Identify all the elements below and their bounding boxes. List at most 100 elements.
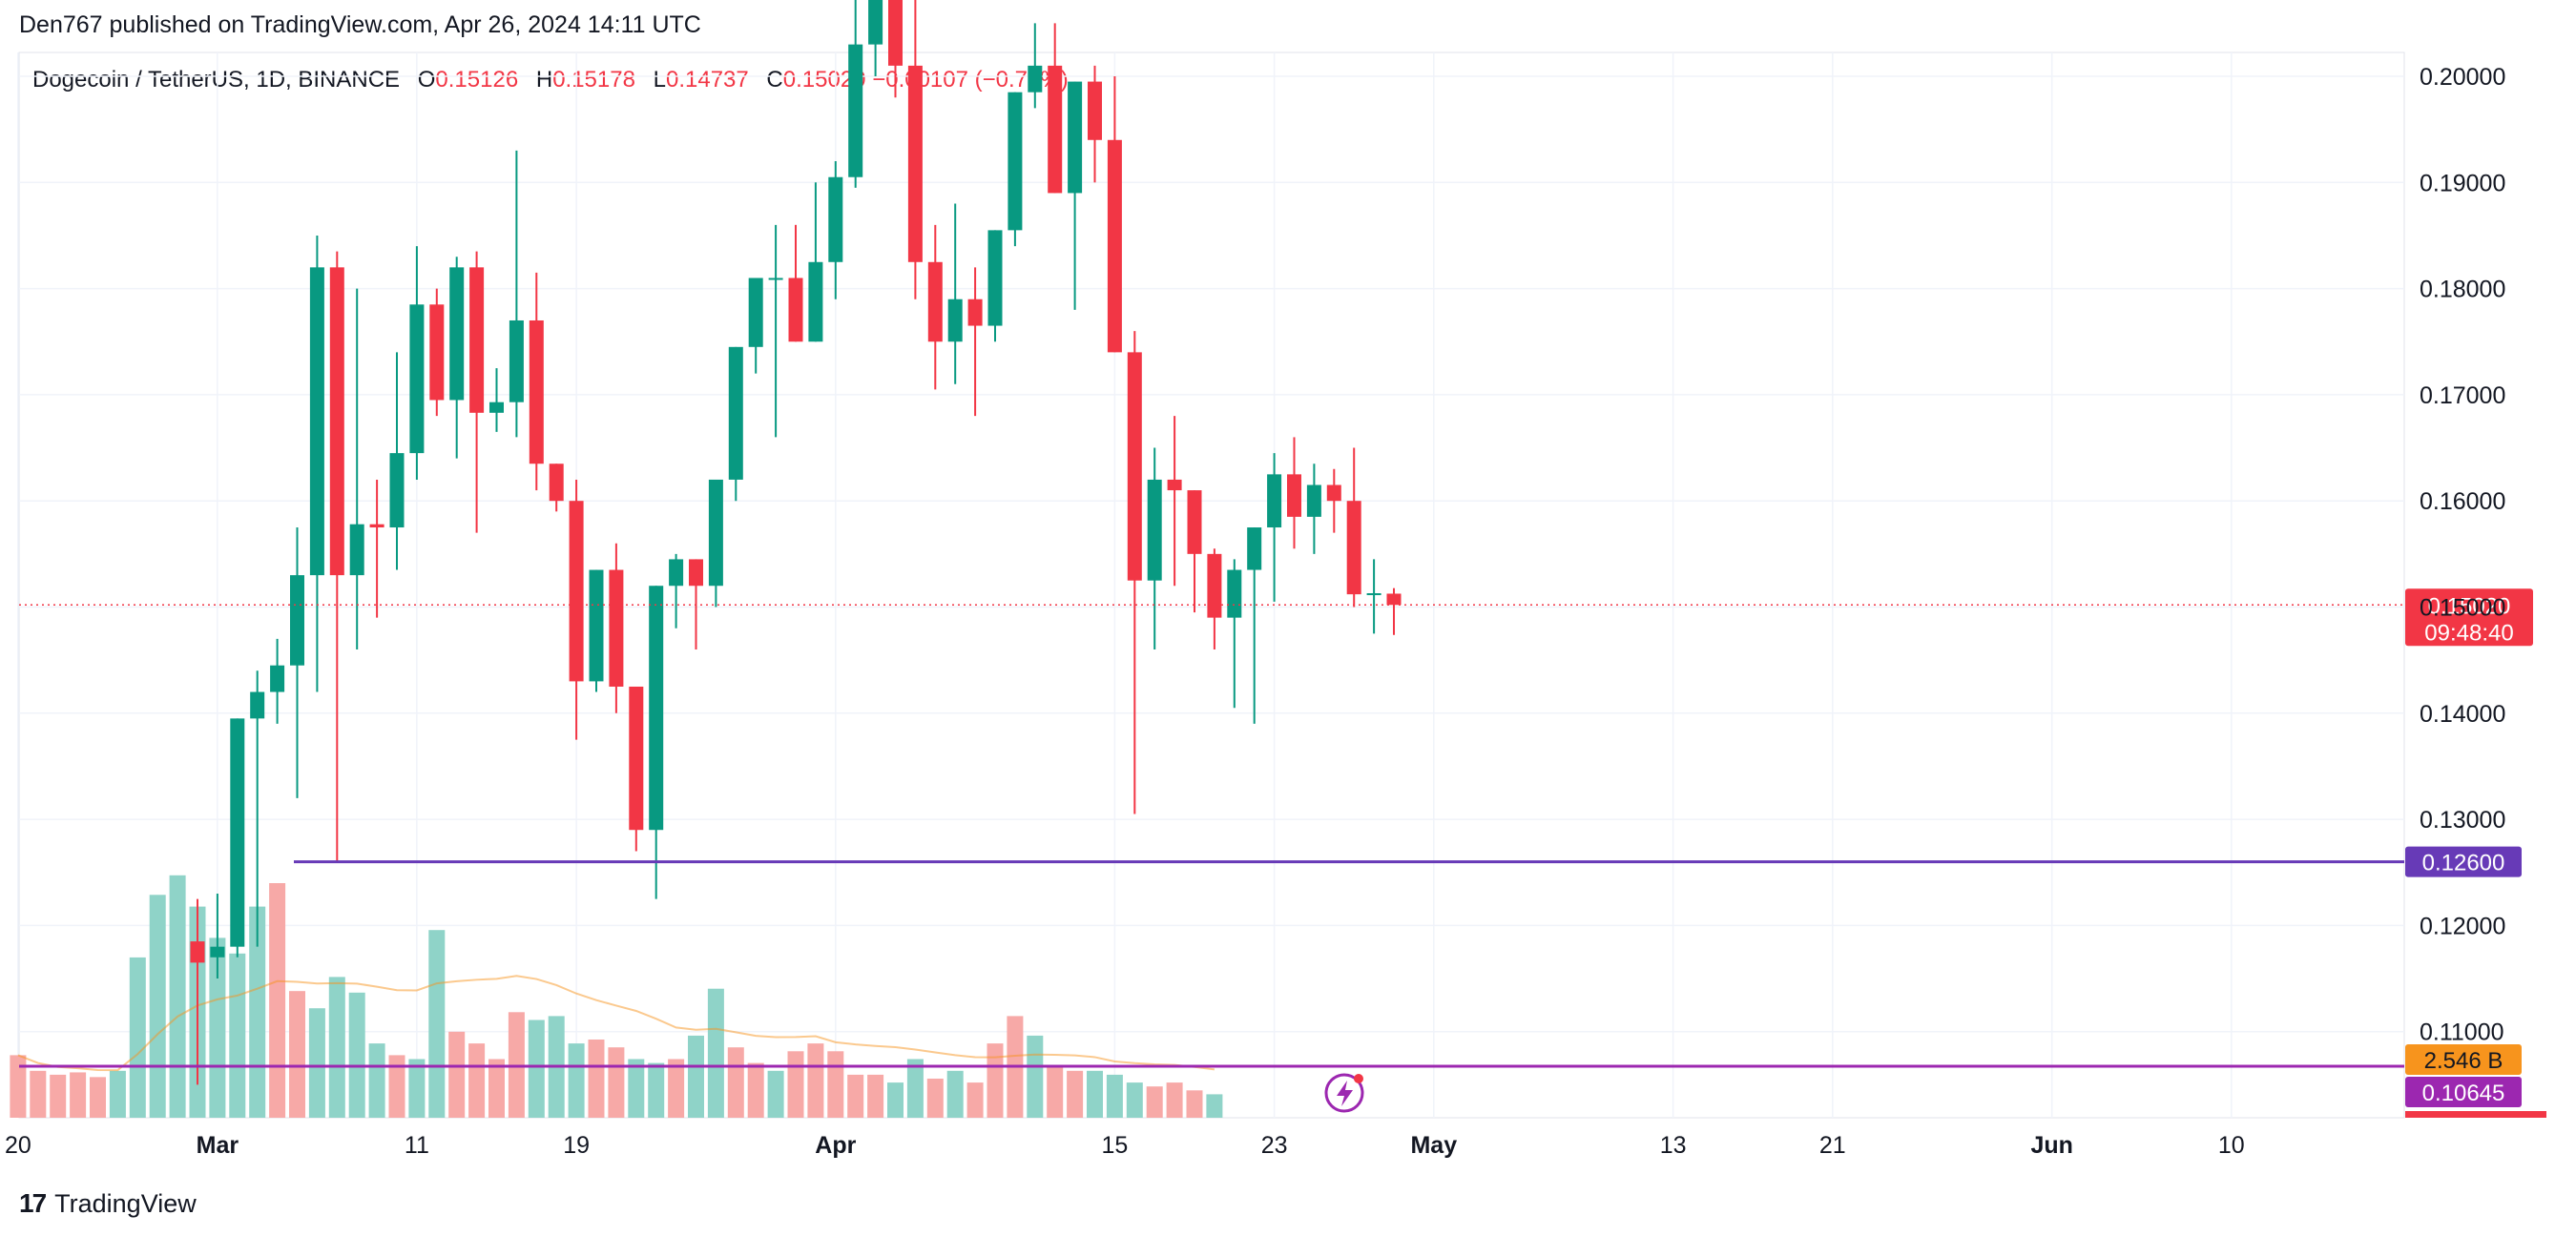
x-tick-label: 21 <box>1819 1132 1846 1159</box>
volume-bar <box>308 1008 325 1118</box>
candle-body <box>469 267 485 413</box>
x-tick-label: Jun <box>2030 1132 2072 1159</box>
y-tick-label: 0.16000 <box>2420 488 2505 515</box>
candle-body <box>728 346 743 480</box>
candle-body <box>1107 139 1122 353</box>
volume-bar <box>1126 1082 1143 1118</box>
volume-bar <box>348 992 365 1118</box>
candle-body <box>369 524 384 528</box>
candle-body <box>907 65 923 262</box>
volume-bar <box>1106 1074 1123 1118</box>
volume-bar <box>528 1020 545 1118</box>
candle-body <box>489 402 504 413</box>
volume-bar <box>668 1059 685 1118</box>
candlestick-series <box>190 0 1402 1085</box>
candle-body <box>1247 527 1262 570</box>
volume-bar <box>269 883 286 1118</box>
candle-body <box>788 278 803 342</box>
candle-body <box>967 299 983 326</box>
volume-bar <box>1166 1082 1183 1118</box>
candle-body <box>947 299 963 342</box>
x-tick-label: Apr <box>815 1132 856 1159</box>
volume-bar <box>906 1059 924 1118</box>
candle-body <box>1147 479 1162 581</box>
volume-bar <box>209 937 226 1118</box>
tradingview-logo[interactable]: 17 TradingView <box>19 1188 197 1219</box>
volume-bar <box>688 1035 704 1118</box>
volume-bar <box>807 1043 824 1118</box>
open-value: 0.15126 <box>435 67 519 93</box>
volume-bar <box>428 930 446 1118</box>
candle-body <box>1386 593 1402 606</box>
support-price-label: 0.12600 <box>2422 851 2505 876</box>
volume-bar <box>767 1070 784 1118</box>
volume-bar <box>109 1070 126 1118</box>
x-tick-label: 19 <box>563 1132 590 1159</box>
low-value: 0.14737 <box>665 67 749 93</box>
high-label: H <box>535 67 553 93</box>
volume-bar <box>867 1074 884 1118</box>
scale-marker <box>2405 1111 2546 1118</box>
low-label: L <box>653 67 666 93</box>
candle-body <box>1028 65 1043 93</box>
volume-bar <box>628 1059 645 1118</box>
candle-body <box>1167 479 1182 491</box>
candle-body <box>848 44 863 177</box>
current-price-badge <box>2405 588 2533 647</box>
y-tick-label: 0.14000 <box>2420 701 2505 728</box>
candle-body <box>1326 484 1341 502</box>
x-tick-label: 23 <box>1261 1132 1288 1159</box>
candle-body <box>429 304 445 401</box>
volume-bar <box>926 1079 944 1118</box>
candle-body <box>1306 484 1321 517</box>
candle-body <box>828 176 843 262</box>
volume-bar <box>847 1074 864 1118</box>
candle-body <box>1366 593 1381 596</box>
volume-bar <box>10 1055 27 1118</box>
candle-body <box>708 479 723 587</box>
volume-bar <box>1027 1035 1044 1118</box>
candle-body <box>270 665 285 692</box>
candle-body <box>250 691 265 719</box>
candle-body <box>190 941 205 963</box>
volume-bar <box>887 1082 904 1118</box>
volume-bar <box>1087 1070 1103 1118</box>
lightning-icon-dot <box>1354 1074 1363 1083</box>
volume-badge-label: 2.546 B <box>2424 1048 2503 1074</box>
volume-line-label: 0.10645 <box>2422 1081 2505 1106</box>
volume-bar <box>787 1051 804 1118</box>
volume-bar <box>1186 1090 1203 1118</box>
candle-body <box>409 304 425 454</box>
candle-body <box>1207 553 1222 618</box>
candle-body <box>329 267 344 576</box>
volume-bar <box>727 1047 744 1118</box>
candle-body <box>1227 569 1242 618</box>
candle-body <box>549 464 564 502</box>
tradingview-logo-icon: 17 <box>19 1188 47 1218</box>
y-tick-label: 0.20000 <box>2420 64 2505 91</box>
candle-body <box>669 559 684 587</box>
candle-body <box>868 0 883 45</box>
volume-bar <box>1146 1086 1163 1118</box>
volume-bar <box>30 1070 47 1118</box>
volume-bar <box>328 977 345 1118</box>
lightning-icon-bolt <box>1337 1081 1353 1106</box>
volume-bar <box>90 1077 106 1118</box>
countdown-label: 09:48:40 <box>2424 620 2513 646</box>
volume-bar <box>289 991 305 1118</box>
volume-bar <box>408 1059 426 1118</box>
volume-badge <box>2405 1044 2522 1075</box>
candle-body <box>529 319 544 464</box>
candle-body <box>290 575 304 666</box>
candle-body <box>808 261 823 342</box>
candle-body <box>569 501 584 682</box>
published-header: Den767 published on TradingView.com, Apr… <box>19 11 701 38</box>
volume-bars <box>10 875 1223 1118</box>
candle-body <box>987 230 1003 326</box>
volume-bar <box>707 988 724 1118</box>
volume-bar <box>129 957 146 1118</box>
volume-bar <box>468 1043 486 1118</box>
x-tick-label: May <box>1410 1132 1457 1159</box>
volume-bar <box>229 953 246 1118</box>
